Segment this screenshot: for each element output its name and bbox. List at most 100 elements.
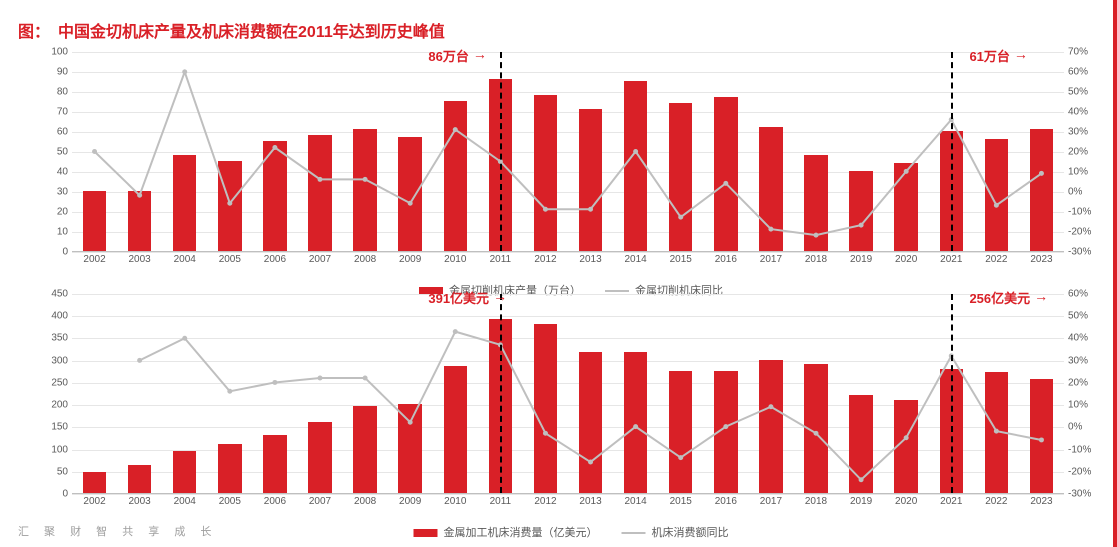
legend-line-swatch	[622, 532, 646, 534]
production-ytick-left: 80	[57, 87, 72, 98]
consumption-ytick-left: 100	[51, 444, 72, 455]
production-ytick-right: -10%	[1064, 207, 1091, 218]
production-callout: 86万台→	[428, 46, 468, 65]
consumption-xtick: 2017	[760, 496, 782, 507]
chart-title-row: 图： 中国金切机床产量及机床消费额在2011年达到历史峰值	[18, 18, 445, 42]
consumption-gridline	[72, 494, 1064, 495]
production-xtick: 2006	[264, 254, 286, 265]
consumption-ytick-right: 60%	[1064, 289, 1088, 300]
arrow-icon: →	[473, 46, 487, 62]
legend-line-item: 机床消费额同比	[622, 524, 729, 540]
consumption-ytick-right: 10%	[1064, 400, 1088, 411]
production-ytick-left: 70	[57, 107, 72, 118]
arrow-icon: →	[1034, 288, 1048, 304]
production-ytick-right: 70%	[1064, 47, 1088, 58]
production-xtick: 2021	[940, 254, 962, 265]
production-xtick: 2005	[219, 254, 241, 265]
consumption-ytick-right: 0%	[1064, 422, 1082, 433]
title-text: 中国金切机床产量及机床消费额在2011年达到历史峰值	[58, 18, 445, 42]
production-xtick: 2020	[895, 254, 917, 265]
consumption-ytick-left: 200	[51, 400, 72, 411]
production-ytick-right: 60%	[1064, 67, 1088, 78]
consumption-xtick: 2020	[895, 496, 917, 507]
production-ytick-right: -20%	[1064, 227, 1091, 238]
consumption-ytick-left: 50	[57, 466, 72, 477]
production-xtick: 2010	[444, 254, 466, 265]
production-ytick-right: 10%	[1064, 167, 1088, 178]
consumption-ytick-right: -20%	[1064, 466, 1091, 477]
production-xtick: 2022	[985, 254, 1007, 265]
consumption-ytick-right: -30%	[1064, 489, 1091, 500]
consumption-ytick-left: 350	[51, 333, 72, 344]
production-xtick: 2015	[670, 254, 692, 265]
consumption-ytick-left: 150	[51, 422, 72, 433]
consumption-line	[72, 294, 1064, 493]
production-ytick-right: -30%	[1064, 247, 1091, 258]
legend-bar-swatch	[414, 529, 438, 537]
consumption-marker-line	[951, 294, 953, 493]
consumption-xtick: 2014	[625, 496, 647, 507]
consumption-ytick-right: 50%	[1064, 311, 1088, 322]
production-xtick: 2007	[309, 254, 331, 265]
production-ytick-left: 60	[57, 127, 72, 138]
consumption-ytick-right: 30%	[1064, 355, 1088, 366]
arrow-icon: →	[1014, 46, 1028, 62]
production-xtick: 2013	[579, 254, 601, 265]
arrow-icon: →	[493, 288, 507, 304]
consumption-xtick: 2012	[534, 496, 556, 507]
production-ytick-left: 10	[57, 227, 72, 238]
production-gridline	[72, 252, 1064, 253]
production-ytick-right: 50%	[1064, 87, 1088, 98]
production-ytick-left: 0	[62, 247, 72, 258]
consumption-ytick-right: 20%	[1064, 377, 1088, 388]
consumption-xtick: 2011	[490, 496, 512, 507]
consumption-marker-line	[500, 294, 502, 493]
consumption-ytick-right: 40%	[1064, 333, 1088, 344]
consumption-xtick: 2008	[354, 496, 376, 507]
consumption-ytick-left: 400	[51, 311, 72, 322]
production-ytick-left: 50	[57, 147, 72, 158]
consumption-xtick: 2021	[940, 496, 962, 507]
consumption-ytick-left: 250	[51, 377, 72, 388]
consumption-ytick-right: -10%	[1064, 444, 1091, 455]
production-ytick-right: 0%	[1064, 187, 1082, 198]
chart-consumption: 050100150200250300350400450-30%-20%-10%0…	[48, 294, 1094, 508]
production-xtick: 2003	[129, 254, 151, 265]
production-xtick: 2012	[534, 254, 556, 265]
consumption-xtick: 2003	[129, 496, 151, 507]
consumption-xtick: 2002	[83, 496, 105, 507]
consumption-xtick: 2004	[174, 496, 196, 507]
consumption-xtick: 2013	[579, 496, 601, 507]
footer-slogan: 汇 聚 财 智 共 享 成 长	[18, 523, 217, 539]
production-xtick: 2002	[83, 254, 105, 265]
production-line	[72, 52, 1064, 251]
consumption-callout: 391亿美元→	[428, 288, 489, 307]
production-ytick-left: 30	[57, 187, 72, 198]
production-xtick: 2014	[625, 254, 647, 265]
production-xtick: 2017	[760, 254, 782, 265]
legend-line-swatch	[605, 290, 629, 292]
production-ytick-right: 40%	[1064, 107, 1088, 118]
production-ytick-right: 30%	[1064, 127, 1088, 138]
consumption-ytick-left: 0	[62, 489, 72, 500]
consumption-xtick: 2010	[444, 496, 466, 507]
production-xtick: 2018	[805, 254, 827, 265]
production-ytick-right: 20%	[1064, 147, 1088, 158]
right-accent-stripe	[1113, 0, 1117, 547]
production-xtick: 2008	[354, 254, 376, 265]
consumption-ytick-left: 300	[51, 355, 72, 366]
production-xtick: 2004	[174, 254, 196, 265]
consumption-callout: 256亿美元→	[969, 288, 1030, 307]
consumption-ytick-left: 450	[51, 289, 72, 300]
consumption-xtick: 2015	[670, 496, 692, 507]
consumption-xtick: 2006	[264, 496, 286, 507]
consumption-xtick: 2016	[715, 496, 737, 507]
legend-bar-item: 金属加工机床消费量（亿美元）	[414, 524, 598, 540]
legend-line-label: 机床消费额同比	[652, 527, 729, 539]
consumption-xtick: 2005	[219, 496, 241, 507]
consumption-xtick: 2022	[985, 496, 1007, 507]
production-xtick: 2019	[850, 254, 872, 265]
production-marker-line	[500, 52, 502, 251]
title-prefix: 图：	[18, 18, 50, 42]
production-ytick-left: 100	[51, 47, 72, 58]
